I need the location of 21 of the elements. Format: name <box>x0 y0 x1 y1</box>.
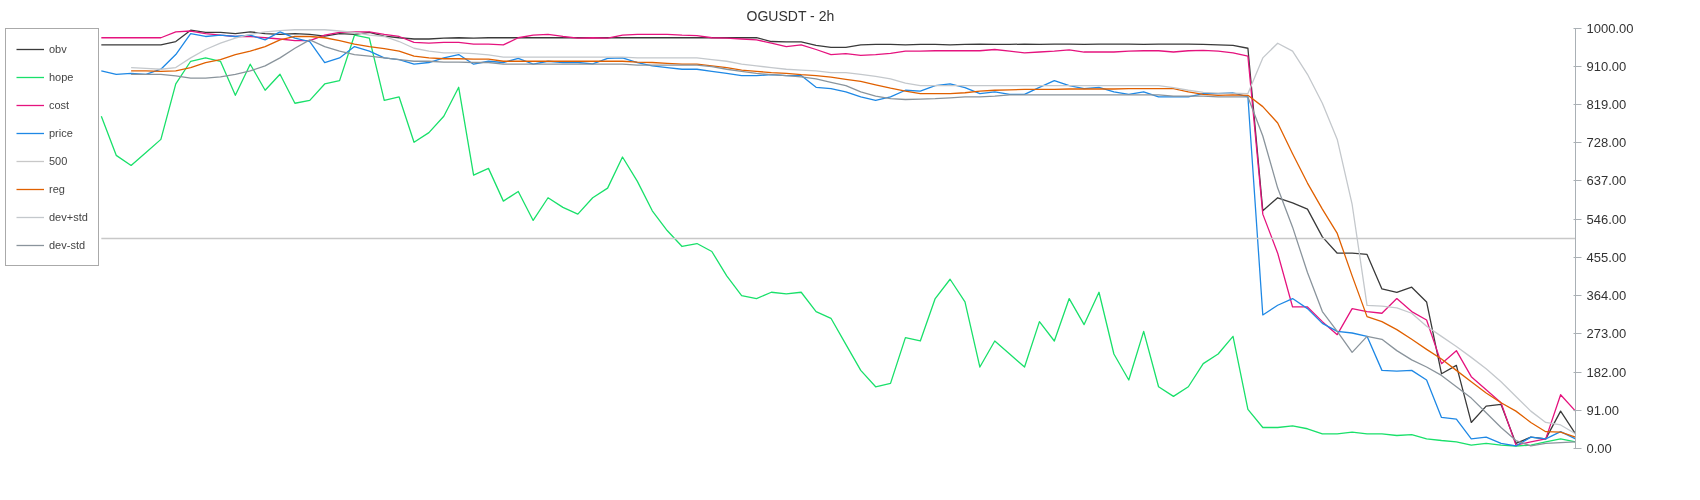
y-tick-label: 91.00 <box>1586 402 1620 418</box>
y-tick-label: 1000.00 <box>1586 21 1634 36</box>
y-tick-label: 455.00 <box>1586 249 1627 265</box>
legend-label: 500 <box>49 155 69 167</box>
y-tick-label: 0.00 <box>1586 441 1612 456</box>
legend-label: cost <box>49 99 70 111</box>
y-tick-label: 637.00 <box>1586 173 1627 189</box>
legend-label: dev-std <box>49 239 86 251</box>
legend-label: price <box>49 127 73 139</box>
legend-label: dev+std <box>49 211 88 223</box>
y-tick-label: 819.00 <box>1586 97 1627 113</box>
y-tick-label: 182.00 <box>1586 364 1627 380</box>
legend-label: obv <box>49 43 68 55</box>
legend-label: hope <box>49 71 74 83</box>
legend-label: reg <box>49 183 66 195</box>
y-tick-label: 273.00 <box>1586 326 1627 342</box>
y-tick-label: 364.00 <box>1586 288 1627 304</box>
y-tick-label: 546.00 <box>1586 211 1627 227</box>
y-tick-label: 728.00 <box>1586 135 1627 151</box>
y-tick-label: 910.00 <box>1586 58 1627 74</box>
chart-title: OGUSDT - 2h <box>746 7 835 24</box>
